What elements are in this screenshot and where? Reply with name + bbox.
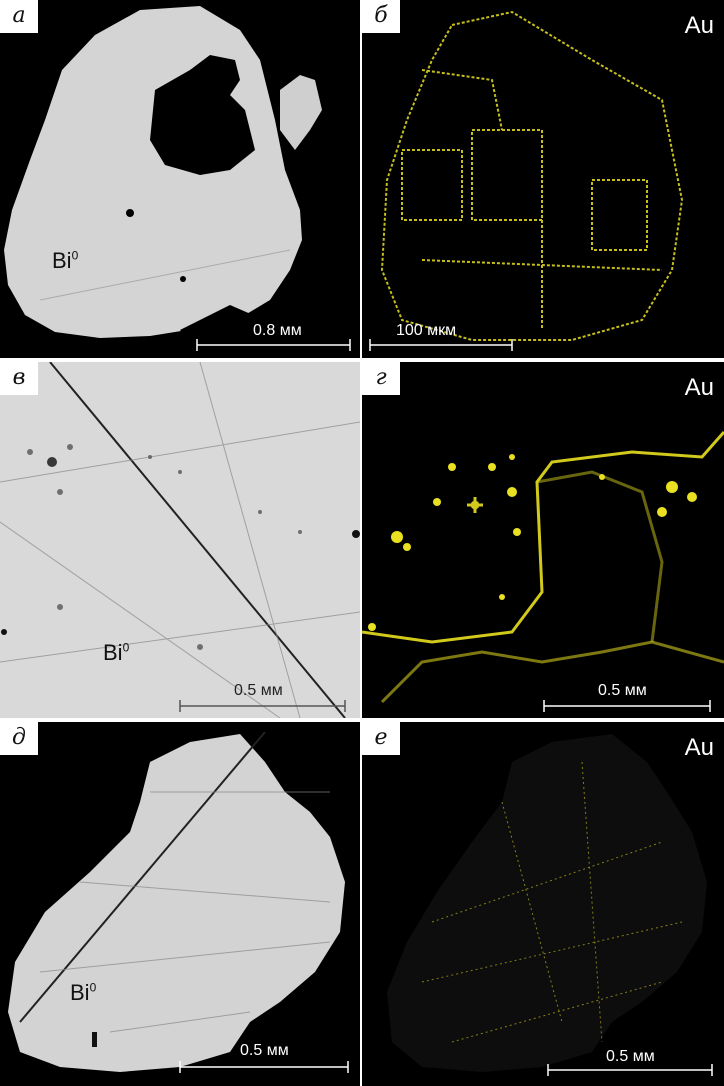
phase-name: Bi [70, 980, 90, 1005]
phase-superscript: 0 [122, 640, 130, 655]
phase-label: Bi0 [52, 248, 78, 274]
phase-label: Bi0 [70, 980, 96, 1006]
panel-label: а [0, 0, 38, 33]
scale-bar [547, 1064, 713, 1076]
panel-label: г [362, 362, 400, 395]
phase-superscript: 0 [89, 980, 97, 995]
scale-label: 0.5 мм [598, 682, 647, 699]
phase-name: Bi [52, 248, 72, 273]
scale-bar [369, 339, 513, 351]
scale-label: 100 мкм [396, 322, 457, 339]
scale-bar [543, 700, 711, 712]
panel-b-au-map: б Au 100 мкм [362, 0, 724, 358]
bismuth-grain-image [8, 731, 345, 1072]
element-label: Au [684, 734, 714, 761]
bismuth-grain-image [4, 6, 322, 342]
bismuth-surface-image [0, 362, 360, 718]
panel-g-au-map: г Au 0.5 мм [362, 362, 724, 718]
gold-distribution-map [380, 10, 684, 341]
phase-superscript: 0 [71, 248, 79, 263]
scale-label: 0.5 мм [240, 1042, 289, 1059]
scale-bar [196, 339, 351, 351]
scale-bar [179, 700, 346, 712]
phase-label: Bi0 [103, 640, 129, 666]
panel-label: б [362, 0, 400, 33]
panel-label: в [0, 362, 38, 395]
element-label: Au [684, 374, 714, 401]
phase-name: Bi [103, 640, 123, 665]
panel-a-bse-image: а Bi0 0.8 мм [0, 0, 360, 358]
panel-e-au-map: е Au 0.5 мм [362, 722, 724, 1086]
scale-bar [179, 1061, 349, 1073]
scale-label: 0.8 мм [253, 322, 302, 339]
scale-label: 0.5 мм [234, 682, 283, 699]
panel-d-bse-image: д Bi0 0.5 мм [0, 722, 360, 1086]
panel-label: е [362, 722, 400, 755]
gold-distribution-map [362, 431, 724, 704]
panel-label: д [0, 722, 38, 755]
gold-distribution-map [387, 734, 707, 1072]
panel-v-bse-image: в Bi0 0.5 мм [0, 362, 360, 718]
scale-label: 0.5 мм [606, 1048, 655, 1065]
element-label: Au [684, 12, 714, 39]
